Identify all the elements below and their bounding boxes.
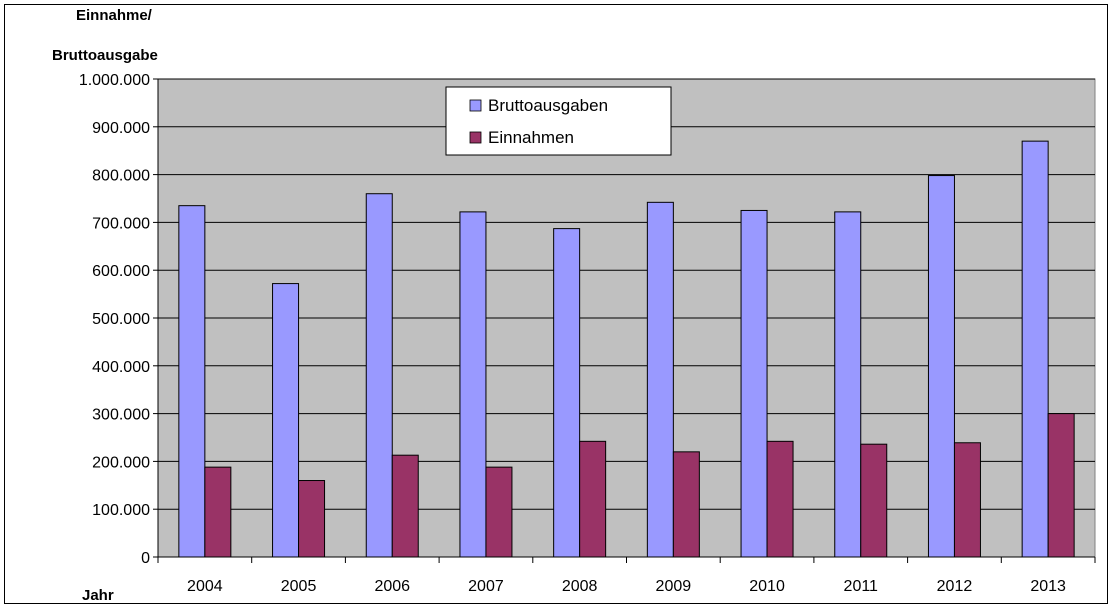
legend-label-einnahmen: Einnahmen [488,128,574,147]
y-axis-label-line-2: Bruttoausgabe [52,47,158,64]
x-tick-label: 2012 [937,578,973,595]
bar-einnahmen-2007 [485,466,513,558]
y-tick-label: 300.000 [92,407,150,424]
bar-bruttoausgaben-2006 [365,193,393,558]
bar-einnahmen-2011 [860,443,888,558]
bar-bruttoausgaben-2008 [553,228,581,558]
y-tick-label: 200.000 [92,454,150,471]
bar-einnahmen-2008 [579,440,607,558]
bar-bruttoausgaben-2011 [834,211,862,558]
bar-einnahmen-2012 [953,442,981,558]
legend-box [445,86,672,156]
y-tick-label: 0 [141,550,150,567]
y-tick-label: 1.000.000 [79,72,150,89]
bar-einnahmen-2009 [672,451,700,558]
bar-einnahmen-2010 [766,440,794,558]
bar-einnahmen-2005 [298,480,326,558]
y-tick-label: 500.000 [92,311,150,328]
legend: Bruttoausgaben Einnahmen [445,86,672,156]
y-tick-label: 700.000 [92,215,150,232]
x-tick-label: 2007 [468,578,504,595]
x-tick-label: 2008 [562,578,598,595]
bar-bruttoausgaben-2009 [646,201,674,558]
x-tick-label: 2006 [374,578,410,595]
bar-bruttoausgaben-2010 [740,209,768,558]
legend-label-bruttoausgaben: Bruttoausgaben [488,96,608,115]
x-tick-label: 2013 [1030,578,1066,595]
bar-einnahmen-2004 [204,466,232,558]
y-tick-label: 600.000 [92,263,150,280]
x-tick-labels: 2004 2005 2006 2007 2008 2009 2010 2011 2012 2013 [187,578,1066,595]
x-tick-label: 2004 [187,578,223,595]
x-axis-label: Jahr [82,587,114,604]
bar-bruttoausgaben-2004 [178,205,206,558]
y-tick-label: 900.000 [92,120,150,137]
bar-bruttoausgaben-2013 [1021,140,1049,558]
y-tick-label: 800.000 [92,168,150,185]
bar-bruttoausgaben-2007 [459,211,487,558]
legend-swatch-bruttoausgaben [469,99,482,112]
bar-einnahmen-2006 [391,454,419,558]
bar-einnahmen-2013 [1047,413,1075,558]
y-tick-labels: 0 100.000 200.000 300.000 400.000 500.000 600.… [79,72,150,567]
bar-bruttoausgaben-2005 [272,283,300,558]
axes [153,78,1096,563]
x-tick-label: 2005 [281,578,317,595]
y-tick-label: 100.000 [92,502,150,519]
x-tick-label: 2011 [844,578,879,595]
x-tick-label: 2009 [656,578,692,595]
legend-swatch-einnahmen [469,131,482,144]
y-axis-label-line-1: Einnahme/ [76,7,153,24]
x-tick-label: 2010 [749,578,785,595]
bar-bruttoausgaben-2012 [927,175,955,558]
y-tick-label: 400.000 [92,359,150,376]
